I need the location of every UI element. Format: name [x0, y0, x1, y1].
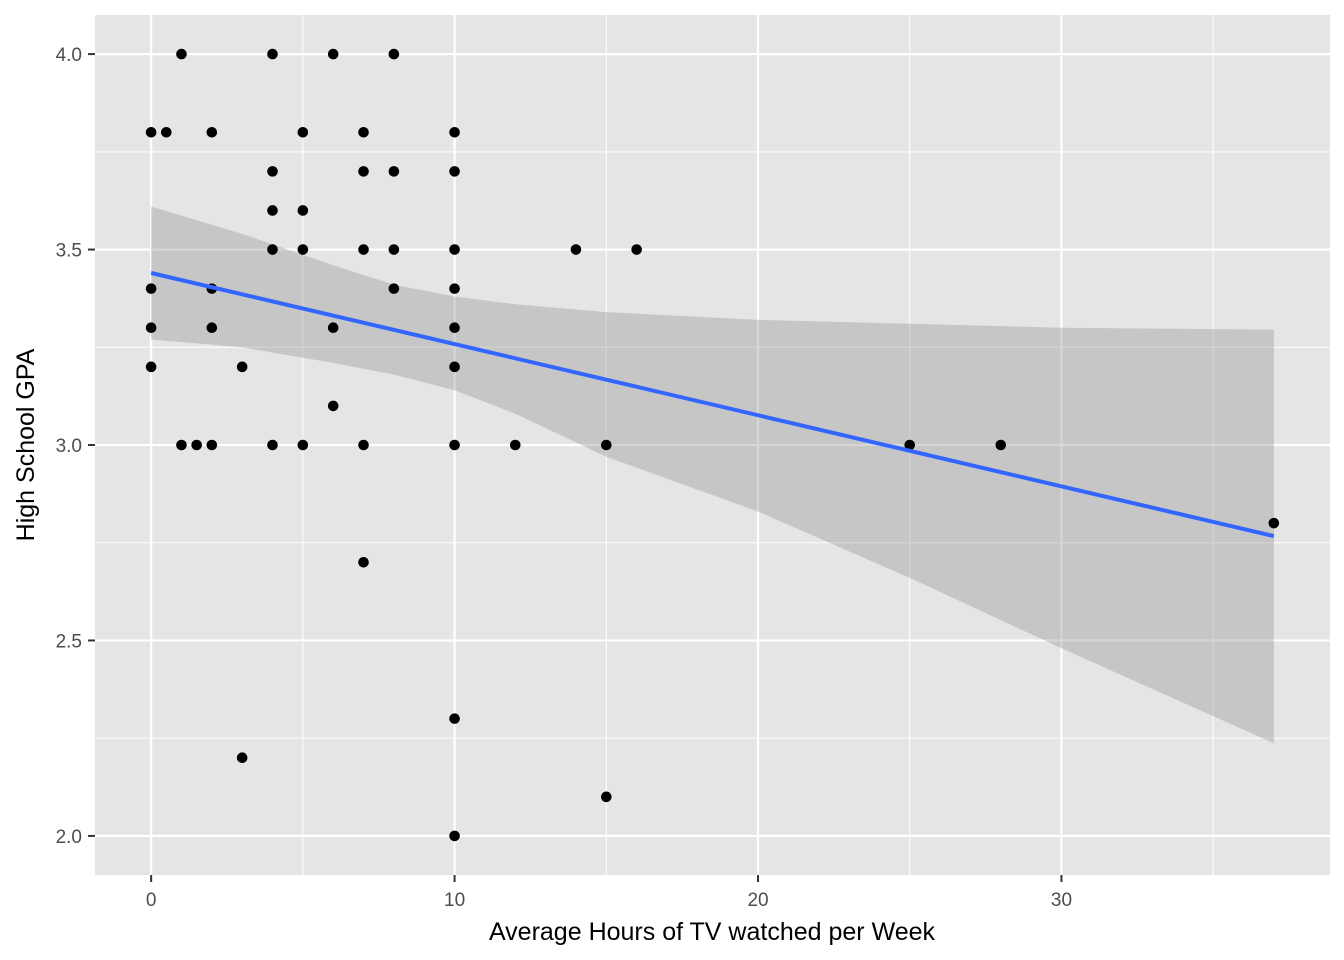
- data-point: [995, 439, 1007, 451]
- data-point: [388, 283, 400, 294]
- data-point: [449, 166, 460, 177]
- data-point: [297, 439, 309, 451]
- trend-line: [150, 271, 1275, 539]
- trend-line-layer: [150, 271, 1275, 539]
- data-point: [358, 166, 369, 177]
- data-point: [388, 244, 400, 255]
- data-point: [206, 439, 218, 451]
- y-axis: 2.0 2.5 3.0 3.5 4.0: [56, 45, 95, 848]
- y-tick-label: 2.0: [56, 827, 82, 848]
- data-point: [161, 126, 172, 138]
- data-point: [297, 205, 309, 216]
- data-point: [449, 439, 460, 451]
- data-point: [509, 439, 521, 451]
- data-point: [236, 752, 248, 764]
- data-point: [1268, 517, 1280, 529]
- data-point: [327, 322, 339, 334]
- data-point: [327, 48, 339, 60]
- data-point: [297, 126, 309, 138]
- x-axis: 0 10 20 30: [146, 875, 1072, 911]
- data-points: [145, 48, 1280, 842]
- data-point: [388, 48, 400, 60]
- data-point: [267, 205, 278, 216]
- x-tick-label: 20: [747, 890, 768, 911]
- x-axis-title: Average Hours of TV watched per Week: [489, 918, 936, 946]
- data-point: [206, 322, 218, 334]
- data-point: [176, 439, 187, 451]
- data-point: [388, 166, 400, 177]
- data-point: [449, 322, 460, 334]
- data-point: [358, 126, 369, 138]
- data-point: [267, 439, 278, 451]
- data-point: [327, 400, 339, 412]
- data-point: [267, 244, 278, 255]
- data-point: [600, 439, 612, 451]
- x-tick-label: 30: [1051, 890, 1072, 911]
- data-point: [145, 126, 157, 138]
- data-point: [176, 48, 187, 60]
- data-point: [267, 48, 278, 60]
- data-point: [206, 126, 218, 138]
- data-point: [570, 244, 582, 255]
- data-point: [631, 244, 642, 255]
- data-point: [358, 244, 369, 255]
- y-tick-label: 3.0: [56, 436, 82, 457]
- data-point: [449, 830, 460, 842]
- x-tick-label: 0: [146, 890, 157, 911]
- y-tick-label: 4.0: [56, 45, 82, 66]
- y-tick-label: 3.5: [56, 241, 82, 262]
- data-point: [449, 361, 460, 373]
- data-point: [236, 361, 248, 373]
- x-tick-label: 10: [444, 890, 465, 911]
- data-point: [358, 439, 369, 451]
- data-point: [191, 439, 202, 451]
- data-point: [297, 244, 309, 255]
- data-point: [145, 322, 157, 334]
- y-axis-title: High School GPA: [12, 348, 40, 541]
- data-point: [449, 244, 460, 255]
- data-point: [358, 556, 369, 568]
- data-point: [904, 439, 916, 451]
- data-point: [449, 713, 460, 724]
- y-tick-label: 2.5: [56, 631, 82, 652]
- data-point: [449, 126, 460, 138]
- data-point: [267, 166, 278, 177]
- data-point: [449, 283, 460, 294]
- data-point: [145, 361, 157, 373]
- data-point: [600, 791, 612, 803]
- data-point: [145, 283, 157, 294]
